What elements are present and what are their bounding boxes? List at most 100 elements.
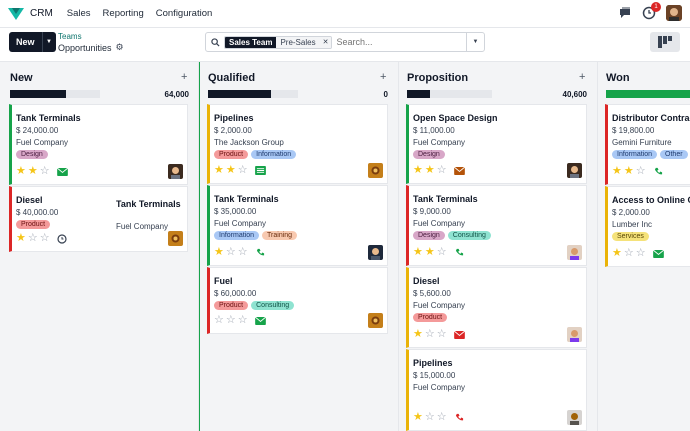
star-filled-icon[interactable]: ★ (413, 164, 423, 176)
search-icon[interactable] (206, 37, 224, 47)
clock-icon[interactable] (57, 233, 68, 244)
kanban-card[interactable]: Pipelines $ 2,000.00 The Jackson Group P… (207, 104, 388, 184)
email-icon[interactable] (254, 315, 266, 326)
star-filled-icon[interactable]: ★ (214, 164, 224, 176)
star-filled-icon[interactable]: ★ (413, 328, 423, 340)
star-filled-icon[interactable]: ★ (612, 165, 622, 177)
star-filled-icon[interactable]: ★ (612, 247, 622, 259)
priority-stars[interactable]: ★ ★ ☆ (413, 247, 465, 258)
quick-create-plus-icon[interactable]: + (380, 71, 387, 83)
star-filled-icon[interactable]: ★ (27, 165, 38, 177)
facet-value: Pre-Sales (276, 36, 320, 48)
kanban-card[interactable]: Diesel $ 40,000.00 Product Tank Terminal… (9, 186, 188, 252)
chat-icon[interactable] (618, 6, 632, 20)
new-dropdown-toggle[interactable]: ▼ (41, 32, 56, 52)
star-filled-icon[interactable]: ★ (16, 165, 26, 177)
priority-stars[interactable]: ★ ☆ ☆ (214, 247, 266, 258)
card-amount: $ 15,000.00 (413, 371, 456, 380)
card-title: Diesel (16, 195, 43, 205)
phone-icon[interactable] (653, 166, 664, 177)
new-button[interactable]: New (9, 32, 42, 52)
star-filled-icon[interactable]: ★ (424, 246, 435, 258)
star-empty-icon[interactable]: ☆ (424, 328, 435, 340)
star-empty-icon[interactable]: ☆ (237, 164, 248, 176)
column-progress-bar[interactable] (407, 90, 492, 98)
star-filled-icon[interactable]: ★ (225, 164, 236, 176)
priority-stars[interactable]: ★ ★ ☆ (16, 166, 68, 177)
star-filled-icon[interactable]: ★ (16, 232, 26, 244)
email-icon[interactable] (453, 165, 465, 176)
card-partner: The Jackson Group (214, 138, 284, 147)
avatar (368, 245, 383, 260)
progress-fill (407, 90, 430, 98)
email-icon[interactable] (453, 329, 465, 340)
phone-icon[interactable] (454, 247, 465, 258)
priority-stars[interactable]: ☆ ☆ ☆ (214, 315, 266, 326)
star-empty-icon[interactable]: ☆ (39, 165, 50, 177)
star-empty-icon[interactable]: ☆ (214, 314, 224, 326)
star-filled-icon[interactable]: ★ (413, 411, 423, 423)
star-empty-icon[interactable]: ☆ (635, 247, 646, 259)
kanban-card[interactable]: Fuel $ 60,000.00 Product Consulting ☆ ☆ ☆ (207, 267, 388, 334)
phone-icon[interactable] (454, 412, 465, 423)
star-empty-icon[interactable]: ☆ (436, 246, 447, 258)
star-empty-icon[interactable]: ☆ (27, 232, 38, 244)
kanban-card[interactable]: Pipelines $ 15,000.00 Fuel Company ★ ☆ ☆ (406, 349, 587, 431)
facet-close-icon[interactable]: ✕ (319, 36, 332, 48)
card-title: Pipelines (413, 358, 453, 368)
priority-stars[interactable]: ★ ☆ ☆ (612, 248, 664, 259)
kanban-card[interactable]: Diesel $ 5,600.00 Fuel Company Product ★… (406, 267, 587, 348)
star-empty-icon[interactable]: ☆ (635, 165, 646, 177)
star-empty-icon[interactable]: ☆ (623, 247, 634, 259)
activity-clock-icon[interactable]: 1 (642, 2, 661, 20)
priority-stars[interactable]: ★ ★ ☆ (413, 165, 465, 176)
star-empty-icon[interactable]: ☆ (436, 411, 447, 423)
kanban-card[interactable]: Tank Terminals $ 24,000.00 Fuel Company … (9, 104, 188, 185)
priority-stars[interactable]: ★ ☆ ☆ (413, 412, 465, 423)
priority-stars[interactable]: ★ ★ ☆ (612, 166, 664, 177)
kanban-card[interactable]: Tank Terminals $ 35,000.00 Fuel Company … (207, 185, 388, 266)
star-empty-icon[interactable]: ☆ (237, 246, 248, 258)
column-progress-bar[interactable] (606, 90, 690, 98)
kanban-card[interactable]: Distributor Contract $ 19,800.00 Gemini … (605, 104, 690, 185)
email-icon[interactable] (652, 248, 664, 259)
gear-icon[interactable]: ⚙ (115, 42, 124, 52)
star-filled-icon[interactable]: ★ (413, 246, 423, 258)
todo-list-icon[interactable] (254, 165, 266, 176)
star-empty-icon[interactable]: ☆ (424, 411, 435, 423)
card-title: Tank Terminals (214, 194, 279, 204)
crm-logo-icon[interactable] (8, 7, 24, 20)
quick-create-plus-icon[interactable]: + (579, 71, 586, 83)
dragged-card-title: Tank Terminals (116, 199, 181, 209)
search-input[interactable] (336, 37, 466, 47)
kanban-view-switch[interactable] (650, 32, 680, 52)
star-empty-icon[interactable]: ☆ (436, 328, 447, 340)
star-filled-icon[interactable]: ★ (214, 246, 224, 258)
star-empty-icon[interactable]: ☆ (225, 246, 236, 258)
phone-icon[interactable] (255, 247, 266, 258)
priority-stars[interactable]: ★ ☆ ☆ (16, 233, 68, 244)
priority-stars[interactable]: ★ ☆ ☆ (413, 329, 465, 340)
menu-configuration[interactable]: Configuration (155, 8, 213, 19)
column-progress-bar[interactable] (208, 90, 298, 98)
email-icon[interactable] (56, 166, 68, 177)
column-progress-bar[interactable] (10, 90, 100, 98)
breadcrumb-teams[interactable]: Teams (58, 32, 82, 41)
star-empty-icon[interactable]: ☆ (237, 314, 248, 326)
star-empty-icon[interactable]: ☆ (39, 232, 50, 244)
star-empty-icon[interactable]: ☆ (436, 164, 447, 176)
kanban-card[interactable]: Access to Online Catalog $ 2,000.00 Lumb… (605, 186, 690, 267)
menu-reporting[interactable]: Reporting (102, 8, 144, 19)
kanban-card[interactable]: Tank Terminals $ 9,000.00 Fuel Company D… (406, 185, 587, 266)
quick-create-plus-icon[interactable]: + (181, 71, 188, 83)
menu-sales[interactable]: Sales (66, 8, 91, 19)
star-empty-icon[interactable]: ☆ (225, 314, 236, 326)
app-name[interactable]: CRM (30, 8, 53, 19)
star-filled-icon[interactable]: ★ (623, 165, 634, 177)
priority-stars[interactable]: ★ ★ ☆ (214, 165, 266, 176)
column-new: New + 64,000 Tank Terminals $ 24,000.00 … (0, 62, 198, 431)
search-options-toggle[interactable]: ▼ (466, 33, 484, 51)
user-avatar[interactable] (666, 5, 682, 21)
kanban-card[interactable]: Open Space Design $ 11,000.00 Fuel Compa… (406, 104, 587, 184)
star-filled-icon[interactable]: ★ (424, 164, 435, 176)
